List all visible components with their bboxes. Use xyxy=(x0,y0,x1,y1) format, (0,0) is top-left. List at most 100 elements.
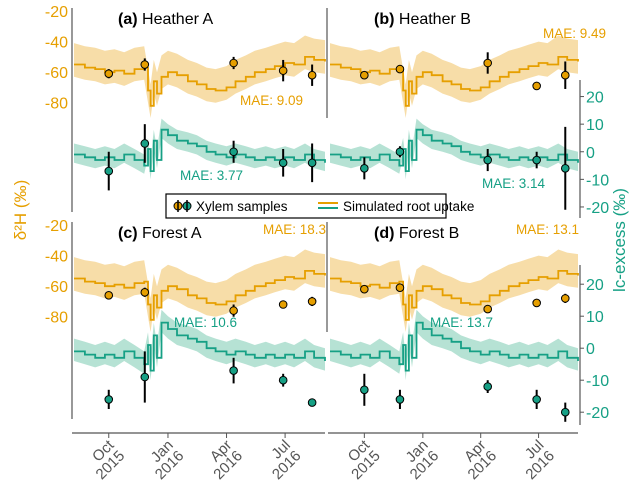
mae-d2h-label: MAE: 18.3 xyxy=(263,222,326,237)
mae-d2h-label: MAE: 13.1 xyxy=(516,222,579,237)
panel-name: Heather B xyxy=(394,11,470,28)
d2h-point xyxy=(395,283,405,292)
lc-point xyxy=(532,395,541,404)
x-tick-label: Jul2016 xyxy=(512,437,558,483)
lc-point xyxy=(229,366,238,375)
lc-point xyxy=(360,164,369,173)
lc-point xyxy=(532,155,541,165)
d2h-point xyxy=(104,291,114,300)
y-left-tick-label: -40 xyxy=(45,35,68,52)
d2h-point xyxy=(483,304,493,314)
y-left-tick-label: -60 xyxy=(45,65,68,82)
y-right-tick-label: -10 xyxy=(586,373,609,390)
lc-point xyxy=(483,155,493,165)
panel-4: 20 10 0 -10 -20 (d) Forest B MAE: 13.1 MAE: 13.… xyxy=(326,222,609,425)
y-right-tick-label: -20 xyxy=(586,200,609,217)
y-left-axis-title: δ²H (‰) xyxy=(11,180,30,240)
panel-title: (c) Forest A xyxy=(118,225,202,242)
d2h-point xyxy=(229,306,238,315)
y-left-tick-label: -20 xyxy=(45,4,68,21)
d2h-point xyxy=(104,69,114,78)
y-left-tick-label: -20 xyxy=(45,218,68,235)
y-left-tick-label: -80 xyxy=(45,96,68,113)
d2h-uncertainty-band xyxy=(74,35,325,118)
lc-simulated-line xyxy=(74,321,326,372)
x-tick-label: Apr2016 xyxy=(454,437,500,483)
d2h-point xyxy=(229,58,238,68)
panel-title: (a) Heather A xyxy=(118,11,213,28)
lc-uncertainty-band xyxy=(74,118,325,180)
panel-tag: (d) xyxy=(374,225,394,242)
d2h-point xyxy=(532,298,541,308)
legend: Xylem samples Simulated root uptake xyxy=(165,193,474,219)
panel-name: Forest A xyxy=(138,225,202,242)
lc-point xyxy=(307,398,317,407)
mae-d2h-label: MAE: 9.49 xyxy=(543,26,606,41)
lc-point xyxy=(140,372,150,382)
legend-label-line: Simulated root uptake xyxy=(343,199,474,214)
d2h-uncertainty-band xyxy=(330,35,578,118)
x-tick-label: Apr2016 xyxy=(200,437,246,483)
mae-lc-label: MAE: 3.14 xyxy=(482,176,546,191)
lc-point xyxy=(229,147,238,157)
panel-tag: (c) xyxy=(118,225,138,242)
d2h-point xyxy=(360,70,369,80)
x-tick-label: Jan2016 xyxy=(141,437,187,483)
y-right-tick-label: 0 xyxy=(586,145,595,162)
lc-simulated-line xyxy=(330,128,579,172)
lc-point xyxy=(140,139,150,148)
lc-point xyxy=(483,382,493,391)
lc-point xyxy=(395,395,405,404)
lc-point xyxy=(278,158,288,168)
d2h-point xyxy=(560,294,570,303)
y-left-tick-label: -60 xyxy=(45,279,68,296)
lc-simulated-line xyxy=(74,128,326,172)
panel-title: (d) Forest B xyxy=(374,225,459,242)
mae-lc-label: MAE: 13.7 xyxy=(430,315,493,330)
panels-group: -20 -40 -60 -80 (a) Heather A MAE: 9.09 MAE: 3… xyxy=(45,4,609,425)
lc-uncertainty-band xyxy=(330,118,578,180)
lc-point xyxy=(104,166,114,176)
x-tick-label: Jul2016 xyxy=(258,437,304,483)
d2h-point xyxy=(483,58,493,68)
x-axis: Oct2015 Jan2016 Apr2016 Jul2016 Oct2015 Jan20… xyxy=(72,432,578,483)
d2h-point xyxy=(140,60,150,69)
panel-2: 20 10 0 -10 -20 (b) Heather B MAE: 9.49 MAE: 3.… xyxy=(326,8,609,218)
lc-point xyxy=(395,147,405,157)
d2h-point xyxy=(307,70,317,80)
d2h-simulated-line xyxy=(74,56,326,107)
mae-lc-label: MAE: 10.6 xyxy=(174,315,237,330)
d2h-point xyxy=(140,287,150,297)
y-left-tick-label: -80 xyxy=(45,310,68,327)
lc-point xyxy=(307,158,317,168)
d2h-point xyxy=(278,300,288,309)
y-right-tick-label: 20 xyxy=(586,277,604,294)
lc-simulated-line xyxy=(330,321,579,372)
y-right-axis-title: lc-excess (‰) xyxy=(610,188,629,292)
legend-label-points: Xylem samples xyxy=(196,199,288,214)
y-right-tick-label: -10 xyxy=(586,172,609,189)
panel-tag: (b) xyxy=(374,11,394,28)
x-tick-label: Jan2016 xyxy=(396,437,442,483)
d2h-simulated-line xyxy=(330,270,579,321)
panel-title: (b) Heather B xyxy=(374,11,471,28)
x-tick-label: Oct2015 xyxy=(338,436,385,483)
mae-d2h-label: MAE: 9.09 xyxy=(240,93,303,108)
panel-name: Forest B xyxy=(394,225,459,242)
d2h-point xyxy=(532,81,541,91)
lc-uncertainty-band xyxy=(330,309,578,381)
y-right-tick-label: 20 xyxy=(586,90,604,107)
d2h-point xyxy=(307,297,317,306)
y-right-tick-label: 10 xyxy=(586,117,604,134)
d2h-point xyxy=(278,66,288,75)
lc-point xyxy=(560,164,570,173)
y-right-tick-label: -20 xyxy=(586,405,609,422)
lc-uncertainty-band xyxy=(74,309,325,381)
panel-1: -20 -40 -60 -80 (a) Heather A MAE: 9.09 MAE: 3… xyxy=(45,4,326,212)
d2h-point xyxy=(360,284,369,294)
panel-tag: (a) xyxy=(118,11,138,28)
lc-point xyxy=(560,407,570,417)
mae-lc-label: MAE: 3.77 xyxy=(180,168,243,183)
d2h-point xyxy=(560,70,570,80)
